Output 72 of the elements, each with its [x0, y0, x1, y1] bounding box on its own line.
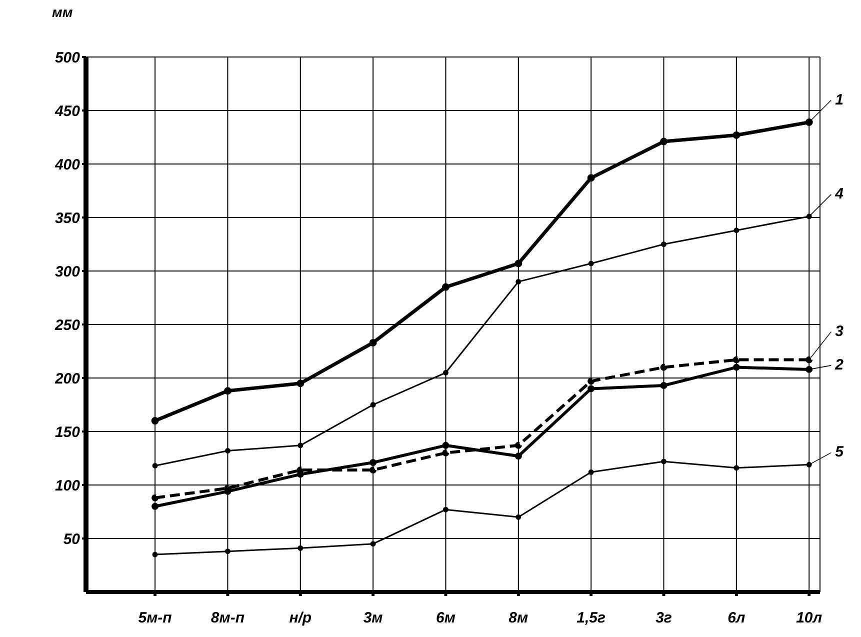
point [514, 442, 522, 449]
point [369, 338, 377, 346]
point [588, 260, 594, 266]
point [806, 356, 813, 364]
point [370, 466, 377, 474]
point [587, 174, 595, 182]
y-tick-label: 300 [54, 263, 81, 280]
point [224, 387, 232, 395]
point [661, 242, 667, 247]
point [734, 465, 740, 471]
y-tick-label: 100 [54, 477, 81, 494]
y-tick-label: 200 [54, 370, 81, 388]
point [370, 459, 377, 466]
point [152, 502, 159, 510]
y-tick-label: 150 [54, 424, 81, 441]
point [734, 228, 740, 234]
x-tick-label: 6л [728, 610, 746, 627]
text: 3 [835, 322, 844, 340]
point [442, 442, 450, 449]
point [660, 364, 668, 371]
point [442, 370, 448, 376]
legend-label: 2 [834, 356, 844, 374]
y-tick-label: 250 [54, 316, 81, 334]
point [152, 494, 159, 502]
x-tick-label: 3г [656, 610, 672, 627]
x-tick-label: 8м [508, 610, 528, 627]
point [296, 380, 304, 388]
point [732, 364, 740, 371]
x-tick-label: 10л [796, 610, 823, 627]
x-tick-label: 5м-п [138, 610, 172, 627]
point [224, 448, 230, 454]
x-tick-label: н/р [289, 610, 312, 627]
point [660, 138, 668, 146]
point [442, 449, 450, 456]
point [514, 260, 522, 268]
y-tick-label: 450 [54, 102, 81, 120]
y-tick-label: 400 [54, 156, 81, 174]
x-tick-label: 8м-п [210, 610, 245, 627]
point [442, 283, 450, 291]
point [660, 382, 668, 389]
x-tick-label: 3м [363, 610, 383, 627]
point [588, 469, 594, 475]
y-tick-label: 50 [63, 530, 81, 548]
point [152, 552, 158, 558]
point [298, 545, 304, 551]
series-label: 4 [834, 185, 844, 202]
point [514, 452, 522, 460]
series-label: 1 [835, 91, 844, 108]
x-tick-label: 1,5г [576, 610, 606, 627]
point [805, 118, 813, 126]
point [442, 506, 448, 512]
point [516, 278, 522, 284]
y-tick-label: 350 [54, 210, 81, 227]
point [806, 462, 812, 468]
point [224, 548, 230, 554]
point [298, 442, 304, 448]
point [661, 458, 667, 464]
point [806, 214, 812, 220]
point [516, 514, 522, 520]
point [588, 378, 595, 385]
point [732, 131, 740, 139]
point [806, 366, 813, 373]
point [152, 462, 158, 468]
point [151, 417, 159, 425]
y-tick-label: 500 [54, 49, 81, 66]
y-axis-title: мм [52, 4, 73, 20]
point [370, 541, 376, 547]
x-tick-label: 6м [436, 610, 456, 627]
legend-label: 5 [835, 444, 844, 461]
point [588, 385, 595, 392]
point [370, 402, 376, 408]
point [732, 356, 740, 364]
